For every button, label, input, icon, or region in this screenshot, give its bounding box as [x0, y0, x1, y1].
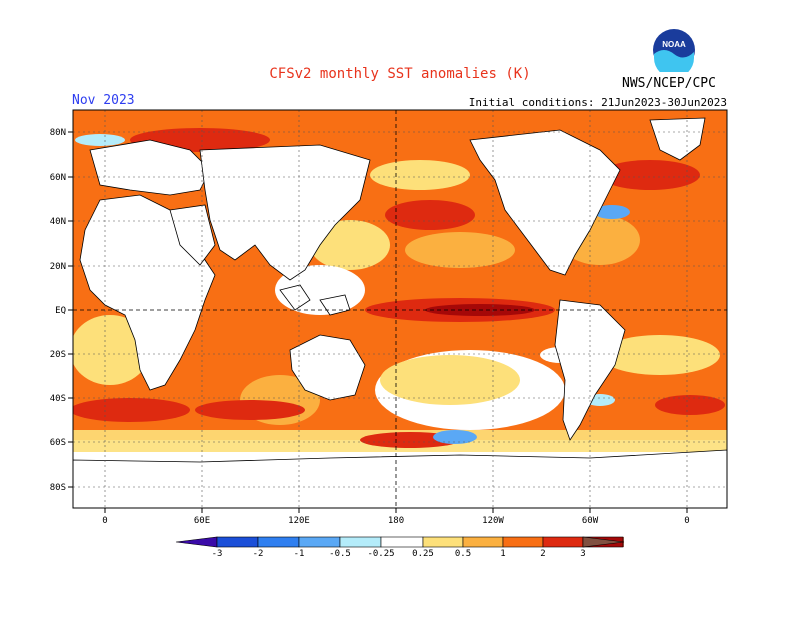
colorbar: -3 -2 -1 -0.5 -0.25 0.25 0.5 1 2 3 — [175, 536, 625, 559]
colorbar-segment — [257, 536, 300, 548]
colorbar-segment — [298, 536, 341, 548]
colorbar-tick-label: -1 — [294, 549, 305, 559]
lon-label: 0 — [684, 516, 689, 526]
agency-label: NWS/NCEP/CPC — [622, 76, 716, 91]
colorbar-segment — [462, 536, 504, 548]
lon-label: 60E — [194, 516, 210, 526]
lon-label: 120E — [288, 516, 310, 526]
longitude-labels: 0 60E 120E 180 120W 60W 0 — [102, 516, 689, 526]
colorbar-tick-label: -2 — [253, 549, 264, 559]
lat-label: 60N — [50, 173, 66, 183]
latitude-labels: 80N 60N 40N 20N EQ 20S 40S 60S 80S — [50, 128, 66, 493]
lat-lon-gridlines — [73, 110, 727, 508]
colorbar-tick-label: 3 — [580, 549, 585, 559]
chart-title: CFSv2 monthly SST anomalies (K) — [269, 66, 531, 82]
colorbar-tick-label: 1 — [500, 549, 505, 559]
map-frame — [72, 109, 728, 509]
colorbar-left-arrow — [175, 536, 218, 548]
lon-label: 60W — [582, 516, 599, 526]
colorbar-tick-label: 2 — [540, 549, 545, 559]
lat-label: 40N — [50, 217, 66, 227]
colorbar-segment — [216, 536, 259, 548]
colorbar-tick-label: 0.25 — [412, 549, 434, 559]
colorbar-tick-label: 0.5 — [455, 549, 471, 559]
colorbar-segment — [422, 536, 464, 548]
colorbar-tick-label: -0.25 — [367, 549, 394, 559]
axis-ticks — [68, 131, 688, 513]
noaa-logo-text: NOAA — [662, 40, 686, 49]
lat-label: 60S — [50, 438, 66, 448]
colorbar-tick-label: -0.5 — [329, 549, 351, 559]
lat-label: 20N — [50, 262, 66, 272]
lat-label: 80N — [50, 128, 66, 138]
colorbar-segment — [502, 536, 544, 548]
lat-label: 20S — [50, 350, 66, 360]
lon-label: 120W — [482, 516, 504, 526]
noaa-logo-icon: NOAA — [653, 29, 695, 72]
colorbar-segment — [339, 536, 382, 548]
equator-dateline — [73, 110, 727, 508]
lat-label: 40S — [50, 394, 66, 404]
colorbar-tick-label: -3 — [212, 549, 223, 559]
initial-conditions: Initial conditions: 21Jun2023-30Jun2023 — [468, 96, 727, 109]
colorbar-right-arrow — [582, 536, 625, 548]
forecast-month: Nov 2023 — [72, 93, 135, 108]
lon-label: 180 — [388, 516, 404, 526]
lat-label: 80S — [50, 483, 66, 493]
continents — [73, 117, 727, 508]
colorbar-segment — [542, 536, 584, 548]
colorbar-segment — [380, 536, 424, 548]
lat-label: EQ — [55, 306, 66, 316]
lon-label: 0 — [102, 516, 107, 526]
